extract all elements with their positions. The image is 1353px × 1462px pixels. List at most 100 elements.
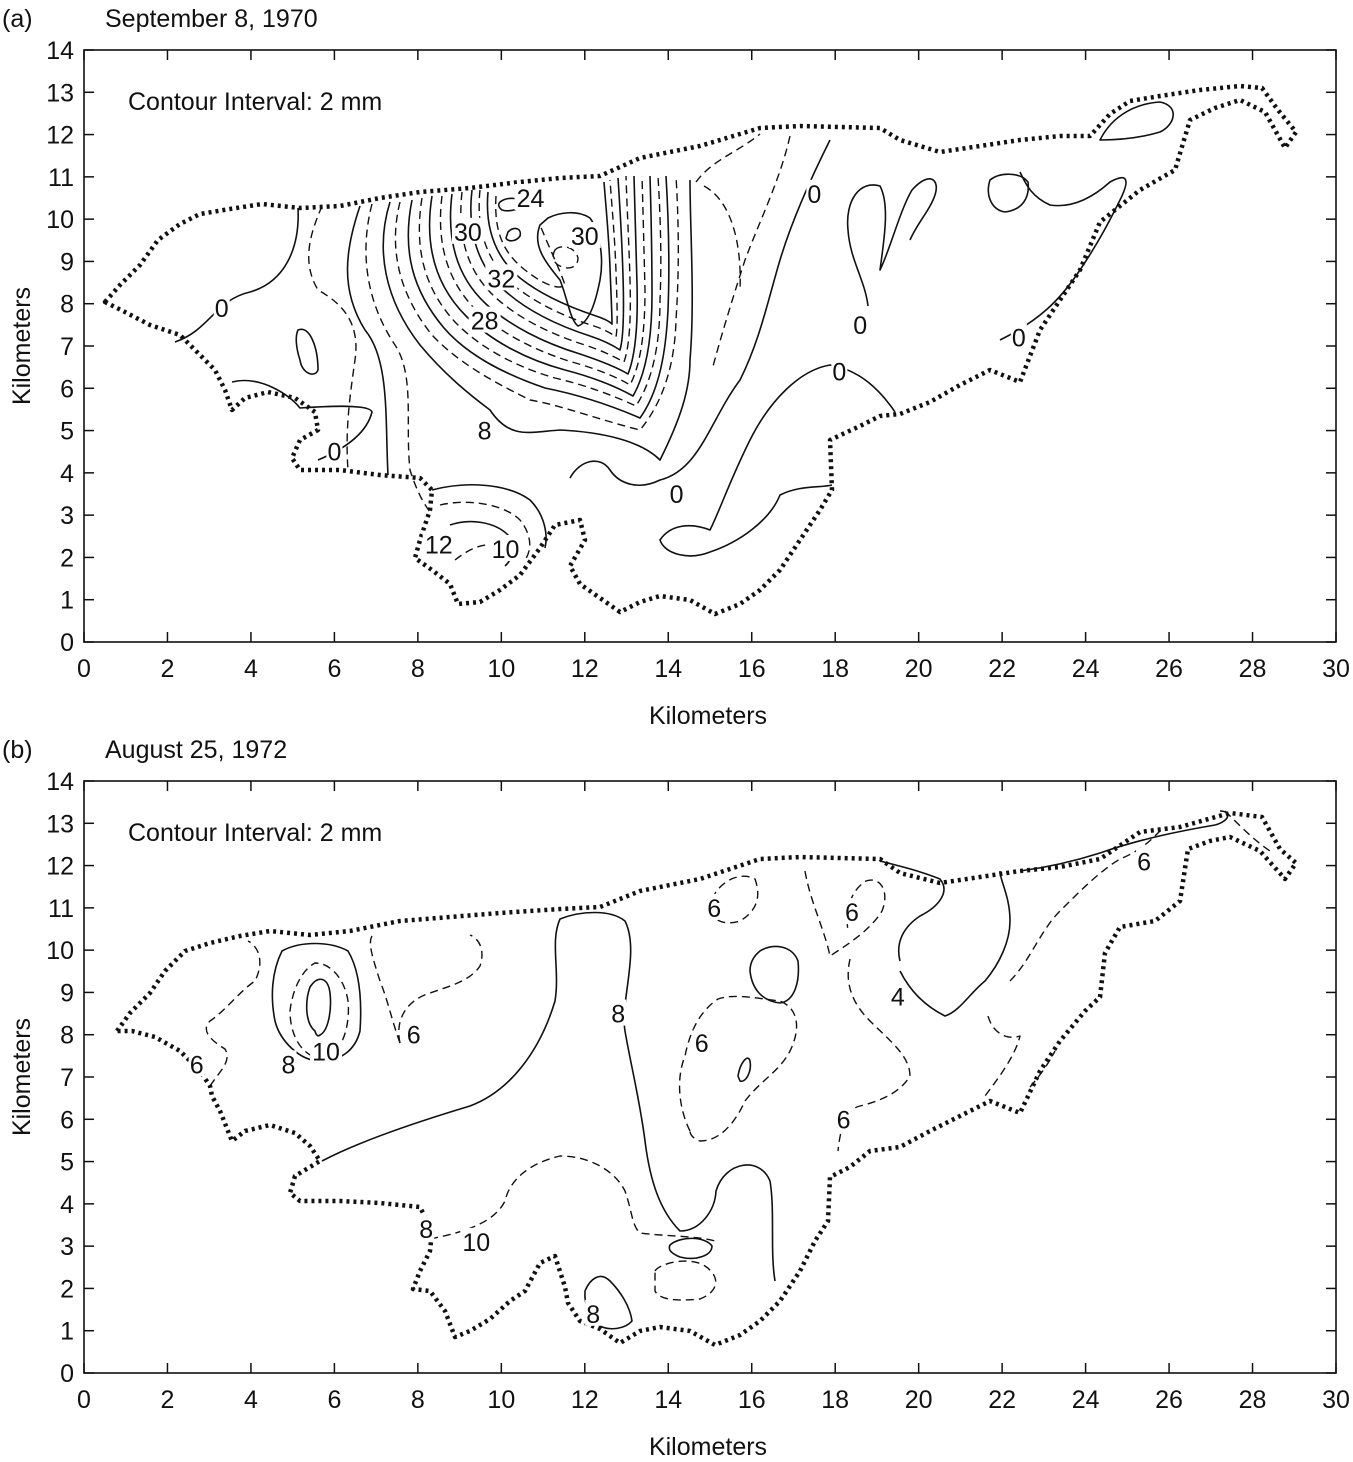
y-tick-label: 1 — [60, 587, 74, 615]
y-tick-label: 11 — [48, 895, 74, 923]
contour-closed-central-hi — [749, 945, 800, 1004]
contour-2-central — [695, 133, 761, 183]
y-tick-label: 6 — [60, 1106, 74, 1134]
contour-12-west — [305, 978, 332, 1037]
y-tick-label: 12 — [46, 853, 74, 881]
contour-label: 4 — [891, 984, 905, 1012]
chart-title: August 25, 1972 — [105, 736, 287, 764]
contour-label-bg — [280, 1050, 297, 1077]
contour-label: 6 — [707, 895, 721, 923]
contour-label: 30 — [454, 219, 482, 247]
y-axis-label: Kilometers — [8, 1018, 36, 1136]
contour-4-ne — [1019, 810, 1229, 872]
x-tick-label: 0 — [77, 655, 91, 683]
contour-label: 8 — [478, 418, 492, 446]
contour-closed-central — [737, 1057, 752, 1082]
x-tick-label: 18 — [821, 1386, 849, 1414]
tick-label-group: 0 2 4 6 8 10 12 14 16 18 20 22 24 26 28 300123456789101… — [46, 768, 1350, 1414]
x-tick-label: 6 — [327, 655, 341, 683]
contour-label-bg — [831, 357, 848, 384]
contour-18 — [439, 175, 646, 386]
map-geometry — [114, 810, 1299, 1348]
contour-16 — [428, 175, 653, 397]
y-tick-label: 8 — [60, 1022, 74, 1050]
x-tick-label: 22 — [988, 1386, 1016, 1414]
contour-6-central — [678, 995, 798, 1142]
y-tick-label: 9 — [60, 248, 74, 276]
y-tick-label: 0 — [60, 629, 74, 657]
contour-label: 0 — [215, 295, 229, 323]
y-tick-label: 8 — [60, 291, 74, 319]
contour-south-10 — [439, 501, 531, 561]
contour-label: 6 — [1137, 848, 1151, 876]
y-tick-label: 9 — [60, 979, 74, 1007]
panel-label: (b) — [2, 736, 33, 764]
x-tick-label: 24 — [1072, 1386, 1100, 1414]
y-tick-label: 14 — [46, 768, 74, 796]
y-tick-label: 3 — [60, 1233, 74, 1261]
contour-label-bg — [706, 893, 723, 920]
contour-closed-mid — [505, 227, 522, 242]
contour-label-bg — [693, 1029, 710, 1056]
x-axis-label: Kilometers — [649, 1433, 767, 1461]
y-tick-label: 11 — [48, 164, 74, 192]
contour-4 — [346, 205, 389, 476]
contour-label: 10 — [492, 536, 520, 564]
x-tick-label: 30 — [1322, 1386, 1350, 1414]
x-tick-label: 16 — [738, 655, 766, 683]
contour-0-northeast — [846, 178, 937, 307]
contour-32 — [552, 246, 579, 269]
contour-label-bg — [310, 1037, 343, 1064]
x-tick-label: 12 — [571, 1386, 599, 1414]
contour-label-bg — [843, 898, 860, 925]
contour-0-southeast — [659, 364, 896, 557]
chart-a: (a) September 8, 1970 0 2 4 6 8 10 12 14 16 18 20 2… — [2, 5, 1350, 730]
contour-label-group: 6 8 10 6 8 6 6 6 4 6 6 8 10 8 — [188, 847, 1153, 1329]
y-tick-label: 4 — [60, 460, 74, 488]
contour-label: 28 — [471, 308, 499, 336]
contour-10-main — [429, 1155, 716, 1242]
contour-label: 6 — [837, 1106, 851, 1134]
contour-label: 6 — [845, 899, 859, 927]
contour-30-east — [536, 211, 603, 327]
y-tick-label: 5 — [60, 1149, 74, 1177]
contour-label-bg — [610, 999, 627, 1026]
panel-a: (a) September 8, 1970 0 2 4 6 8 10 12 14 16 18 20 2… — [2, 5, 1350, 730]
y-tick-label: 3 — [60, 502, 74, 530]
x-tick-label: 20 — [905, 1386, 933, 1414]
contour-label-bg — [852, 310, 869, 337]
contour-label: 0 — [1012, 325, 1026, 353]
y-axis-label: Kilometers — [8, 287, 36, 405]
contour-label-bg — [476, 416, 493, 443]
contour-22 — [460, 175, 632, 363]
y-tick-label: 10 — [46, 206, 74, 234]
chart-title: September 8, 1970 — [105, 5, 318, 33]
x-tick-label: 18 — [821, 655, 849, 683]
x-tick-label: 6 — [327, 1386, 341, 1414]
x-tick-label: 12 — [571, 655, 599, 683]
x-tick-label: 14 — [654, 1386, 682, 1414]
x-tick-label: 26 — [1155, 655, 1183, 683]
contour-closed-south — [668, 1237, 713, 1260]
x-tick-label: 20 — [905, 655, 933, 683]
contour-south-lobe — [431, 484, 547, 549]
contour-closed-small — [295, 328, 319, 375]
panel-label: (a) — [2, 5, 33, 33]
coastline — [114, 810, 1299, 1348]
contour-label: 32 — [487, 265, 515, 293]
y-tick-label: 7 — [60, 1064, 74, 1092]
contour-label-bg — [468, 306, 501, 333]
tick-group — [83, 49, 1337, 643]
contour-label: 10 — [462, 1229, 490, 1257]
contour-8-west — [271, 942, 362, 1062]
contour-label-bg — [835, 1105, 852, 1132]
contour-label-bg — [568, 222, 601, 249]
x-tick-label: 2 — [161, 655, 175, 683]
contour-label: 12 — [425, 532, 453, 560]
y-tick-label: 4 — [60, 1191, 74, 1219]
contour-label-bg — [213, 293, 230, 320]
x-axis-label: Kilometers — [649, 702, 767, 730]
contour-label-bg — [326, 437, 343, 464]
contour-interval-note: Contour Interval: 2 mm — [128, 819, 382, 847]
